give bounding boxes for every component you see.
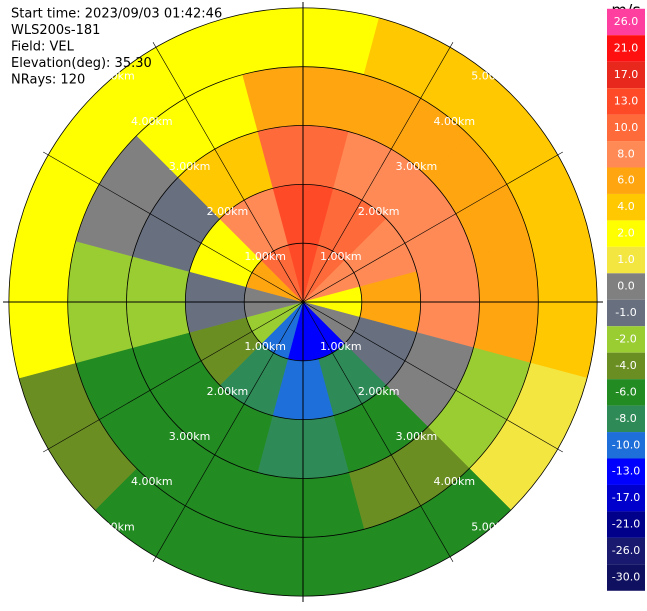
range-ring-label: 2.00km — [358, 385, 400, 398]
info-line: NRays: 120 — [11, 73, 85, 88]
colorbar-band — [607, 246, 645, 274]
range-ring-label: 4.00km — [131, 115, 173, 128]
radial-line — [302, 301, 454, 562]
colorbar-tick-label: 8.0 — [617, 147, 635, 160]
colorbar-band — [607, 432, 645, 459]
info: Start time: 2023/09/03 01:42:46WLS200s-1… — [11, 7, 222, 88]
range-ring — [8, 7, 598, 597]
colorbar-tick-label: 26.0 — [614, 15, 639, 28]
colorbar: m/s26.021.017.013.010.08.06.04.02.01.00.… — [607, 1, 645, 591]
range-ring-label: 2.00km — [207, 385, 249, 398]
colorbar-band — [607, 167, 645, 194]
colorbar-band — [607, 458, 645, 485]
radial-line — [152, 301, 304, 562]
colorbar-tick-label: -13.0 — [612, 465, 640, 478]
colorbar-tick-label: 4.0 — [617, 200, 635, 213]
range-ring-label: 1.00km — [244, 340, 286, 353]
range-ring-label: 3.00km — [169, 430, 211, 443]
range-ring-label: 3.00km — [396, 430, 438, 443]
info-line: Field: VEL — [11, 40, 75, 55]
colorbar-band — [607, 220, 645, 247]
radial-line — [302, 301, 563, 453]
range-ring-label: 1.00km — [244, 250, 286, 263]
colorbar-band — [607, 405, 645, 433]
colorbar-band — [607, 484, 645, 512]
colorbar-band — [607, 352, 645, 380]
colorbar-band — [607, 114, 645, 142]
range-ring-label: 2.00km — [207, 205, 249, 218]
radial-line — [152, 42, 304, 303]
colorbar-band — [607, 193, 645, 221]
colorbar-band — [607, 299, 645, 327]
colorbar-band — [607, 564, 645, 591]
colorbar-tick-label: 1.0 — [617, 253, 635, 266]
range-ring — [243, 242, 363, 362]
range-ring-label: 4.00km — [131, 475, 173, 488]
radial-line — [43, 151, 304, 303]
info-line: WLS200s-181 — [11, 23, 100, 38]
colorbar-band — [607, 88, 645, 115]
radial-line — [302, 42, 454, 303]
colorbar-band — [607, 273, 645, 300]
colorbar-tick-label: 13.0 — [614, 94, 639, 107]
colorbar-tick-label: 17.0 — [614, 68, 639, 81]
colorbar-tick-label: -8.0 — [615, 412, 636, 425]
info-line: Start time: 2023/09/03 01:42:46 — [11, 7, 222, 22]
colorbar-tick-label: 21.0 — [614, 41, 639, 54]
radial-line — [43, 301, 304, 453]
range-ring-label: 5.00km — [93, 70, 135, 83]
colorbar-band — [607, 35, 645, 62]
colorbar-band — [607, 537, 645, 565]
colorbar-band — [607, 326, 645, 353]
colorbar-band — [607, 141, 645, 168]
colorbar-tick-label: 10.0 — [614, 121, 639, 134]
colorbar-tick-label: 2.0 — [617, 227, 635, 240]
colorbar-tick-label: -10.0 — [612, 438, 640, 451]
range-ring-label: 3.00km — [396, 160, 438, 173]
colorbar-tick-label: -4.0 — [615, 359, 636, 372]
colorbar-tick-label: 6.0 — [617, 174, 635, 187]
colorbar-band — [607, 8, 645, 36]
plot: 1.00km 1.00km 1.00km 1.00km 2.00km 2.00km 2.00… — [3, 2, 603, 602]
radial-line — [302, 151, 563, 303]
colorbar-band — [607, 61, 645, 89]
range-ring-label: 3.00km — [169, 160, 211, 173]
colorbar-tick-label: -1.0 — [615, 306, 636, 319]
range-ring-label: 1.00km — [320, 250, 362, 263]
range-ring-label: 4.00km — [433, 115, 475, 128]
colorbar-band — [607, 379, 645, 406]
range-ring — [126, 125, 480, 479]
colorbar-band — [607, 511, 645, 538]
colorbar-tick-label: -21.0 — [612, 518, 640, 531]
colorbar-tick-label: -30.0 — [612, 571, 640, 584]
colorbar-tick-label: -6.0 — [615, 385, 636, 398]
range-ring — [184, 183, 422, 421]
range-ring — [67, 66, 539, 538]
colorbar-tick-label: -26.0 — [612, 544, 640, 557]
colorbar-tick-label: -2.0 — [615, 332, 636, 345]
range-ring-label: 1.00km — [320, 340, 362, 353]
range-ring-label: 4.00km — [433, 475, 475, 488]
colorbar-tick-label: -17.0 — [612, 491, 640, 504]
info-line: Elevation(deg): 35.30 — [11, 56, 152, 71]
range-ring-label: 5.00km — [471, 70, 513, 83]
range-ring-label: 5.00km — [471, 520, 513, 533]
range-ring-label: 2.00km — [358, 205, 400, 218]
range-ring-label: 5.00km — [93, 520, 135, 533]
colorbar-tick-label: 0.0 — [617, 280, 635, 293]
